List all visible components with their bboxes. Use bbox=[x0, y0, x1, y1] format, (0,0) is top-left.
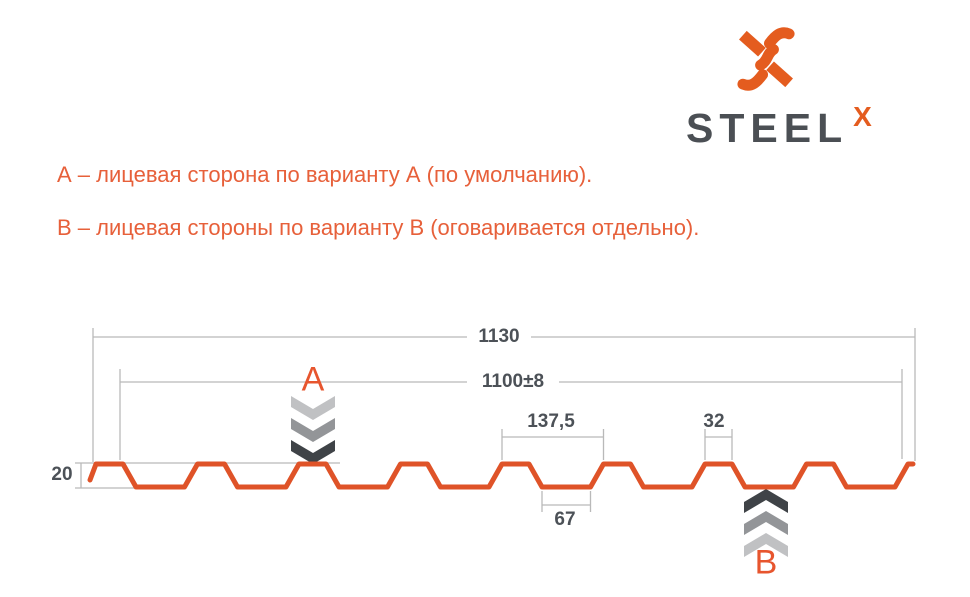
dim-1100-lines bbox=[119, 369, 903, 460]
marker-a-chevrons bbox=[291, 396, 335, 464]
dim-1130-lines bbox=[92, 328, 916, 462]
sheet-profile-outline bbox=[87, 461, 916, 490]
logo-wordmark-text: STEEL bbox=[686, 105, 849, 151]
dim-label-valley-width: 67 bbox=[554, 509, 576, 530]
dim-label-cover-width: 1100±8 bbox=[477, 371, 549, 393]
dim-label-rib-top-width: 32 bbox=[703, 411, 725, 432]
marker-a-label: A bbox=[301, 360, 325, 399]
chevron-up-icon bbox=[744, 489, 788, 513]
dimension-lines bbox=[75, 328, 916, 512]
marker-b-chevrons bbox=[744, 489, 788, 557]
logo-arm-bottom-right bbox=[766, 61, 793, 88]
dim-137-lines bbox=[501, 429, 605, 460]
logo-arm-top-right bbox=[763, 27, 795, 49]
dim-32-lines bbox=[704, 429, 733, 460]
logo-wordmark-sup: X bbox=[853, 101, 872, 132]
steelx-logo: STEEL X bbox=[640, 18, 930, 158]
logo-center-s bbox=[755, 44, 779, 71]
dim-67-lines bbox=[541, 491, 592, 512]
logo-arm-bottom-left bbox=[737, 69, 769, 91]
legend-line-b: В – лицевая стороны по варианту В (огова… bbox=[57, 215, 700, 240]
logo-wordmark: STEEL X bbox=[686, 103, 872, 151]
dim-label-rib-pitch: 137,5 bbox=[527, 411, 575, 432]
legend-line-a: А – лицевая сторона по варианту А (по ум… bbox=[57, 162, 593, 187]
dim-label-profile-height: 20 bbox=[51, 464, 73, 485]
chevron-down-icon bbox=[291, 440, 335, 464]
marker-b-label: B bbox=[754, 543, 778, 582]
chevron-up-icon bbox=[744, 511, 788, 535]
dim-label-overall-width: 1130 bbox=[474, 326, 524, 348]
chevron-up-icon bbox=[744, 533, 788, 557]
chevron-down-icon bbox=[291, 418, 335, 442]
chevron-down-icon bbox=[291, 396, 335, 420]
logo-arm-top-left bbox=[739, 30, 766, 57]
steelx-x-icon bbox=[737, 27, 795, 91]
